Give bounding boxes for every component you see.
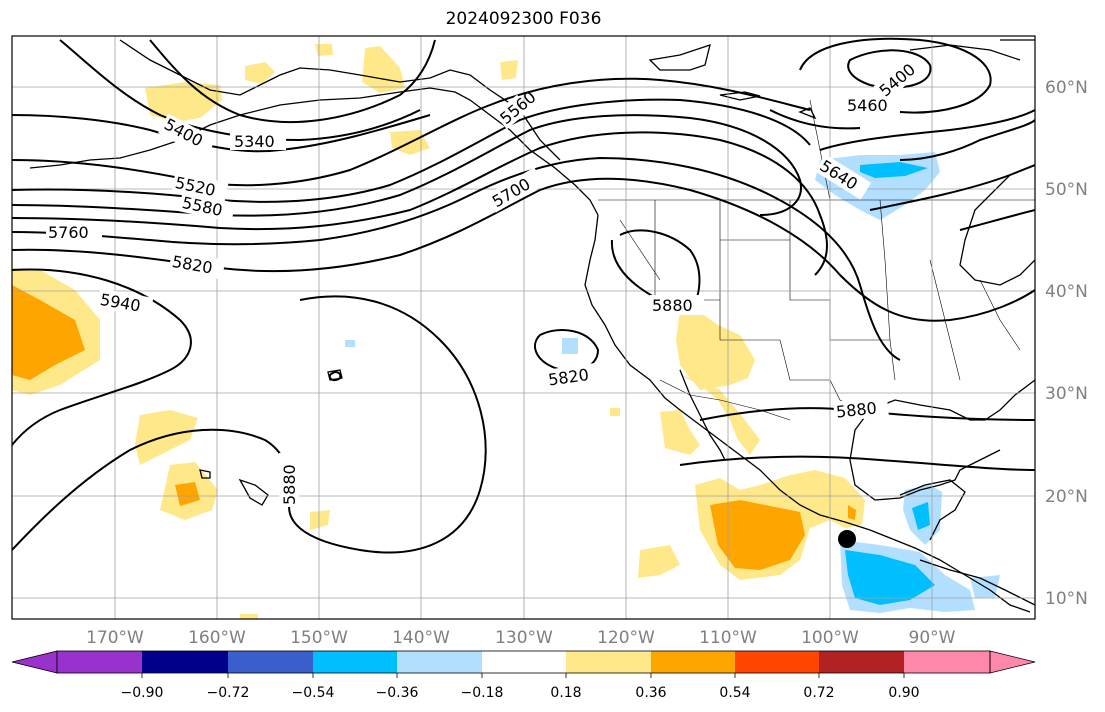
contour-label: 5880: [652, 296, 693, 315]
lon-label: 170°W: [86, 628, 144, 648]
colorbar-extend-min: [11, 650, 58, 674]
lon-label: 100°W: [801, 628, 859, 648]
colorbar-ticks: [141, 673, 905, 678]
colorbar: −0.90 −0.72 −0.54 −0.36 −0.18 0.18 0.36 …: [11, 650, 1036, 701]
colorbar-tick-label: −0.54: [292, 685, 335, 701]
colorbar-segment: [566, 651, 651, 673]
lon-label: 110°W: [699, 628, 757, 648]
colorbar-tick-label: 0.18: [550, 685, 581, 701]
longitude-labels: 170°W 160°W 150°W 140°W 130°W 120°W 110°…: [86, 628, 956, 648]
colorbar-segment: [57, 651, 142, 673]
colorbar-tick-label: −0.36: [376, 685, 419, 701]
lon-label: 130°W: [495, 628, 553, 648]
lat-label: 50°N: [1045, 180, 1088, 200]
colorbar-extend-max: [989, 650, 1036, 674]
storm-marker: [838, 530, 856, 548]
height-contours: [12, 37, 1035, 554]
map-title: 2024092300 F036: [445, 9, 602, 29]
lat-label: 60°N: [1045, 78, 1088, 98]
colorbar-segment: [228, 651, 313, 673]
lat-label: 30°N: [1045, 384, 1088, 404]
colorbar-segment: [819, 651, 904, 673]
colorbar-tick-label: 0.54: [719, 685, 750, 701]
contour-label: 5340: [234, 132, 275, 151]
colorbar-segment: [482, 651, 566, 673]
colorbar-tick-label: 0.36: [635, 685, 666, 701]
lat-label: 40°N: [1045, 282, 1088, 302]
colorbar-tick-label: −0.18: [461, 685, 504, 701]
colorbar-tick-label: 0.90: [888, 685, 919, 701]
colorbar-segment: [142, 651, 228, 673]
contour-label: 5460: [847, 96, 888, 115]
colorbar-tick-label: −0.72: [207, 685, 250, 701]
latitude-labels: 60°N 50°N 40°N 30°N 20°N 10°N: [1045, 78, 1088, 609]
lat-label: 10°N: [1045, 589, 1088, 609]
lon-label: 160°W: [188, 628, 246, 648]
colorbar-segment: [735, 651, 819, 673]
lon-label: 90°W: [909, 628, 956, 648]
lat-label: 20°N: [1045, 487, 1088, 507]
lon-label: 150°W: [290, 628, 348, 648]
negative-anomaly-shading: [345, 152, 1000, 613]
lon-label: 120°W: [597, 628, 655, 648]
colorbar-segment: [313, 651, 397, 673]
contour-label: 5760: [48, 223, 89, 242]
map-frame: [11, 35, 1036, 620]
contour-label: 5880: [835, 398, 877, 421]
contour-label: 5880: [280, 464, 299, 505]
lon-label: 140°W: [392, 628, 450, 648]
colorbar-tick-label: −0.90: [121, 685, 164, 701]
colorbar-segment: [397, 651, 482, 673]
colorbar-tick-label: 0.72: [803, 685, 834, 701]
colorbar-segment: [904, 651, 990, 673]
colorbar-segment: [651, 651, 735, 673]
